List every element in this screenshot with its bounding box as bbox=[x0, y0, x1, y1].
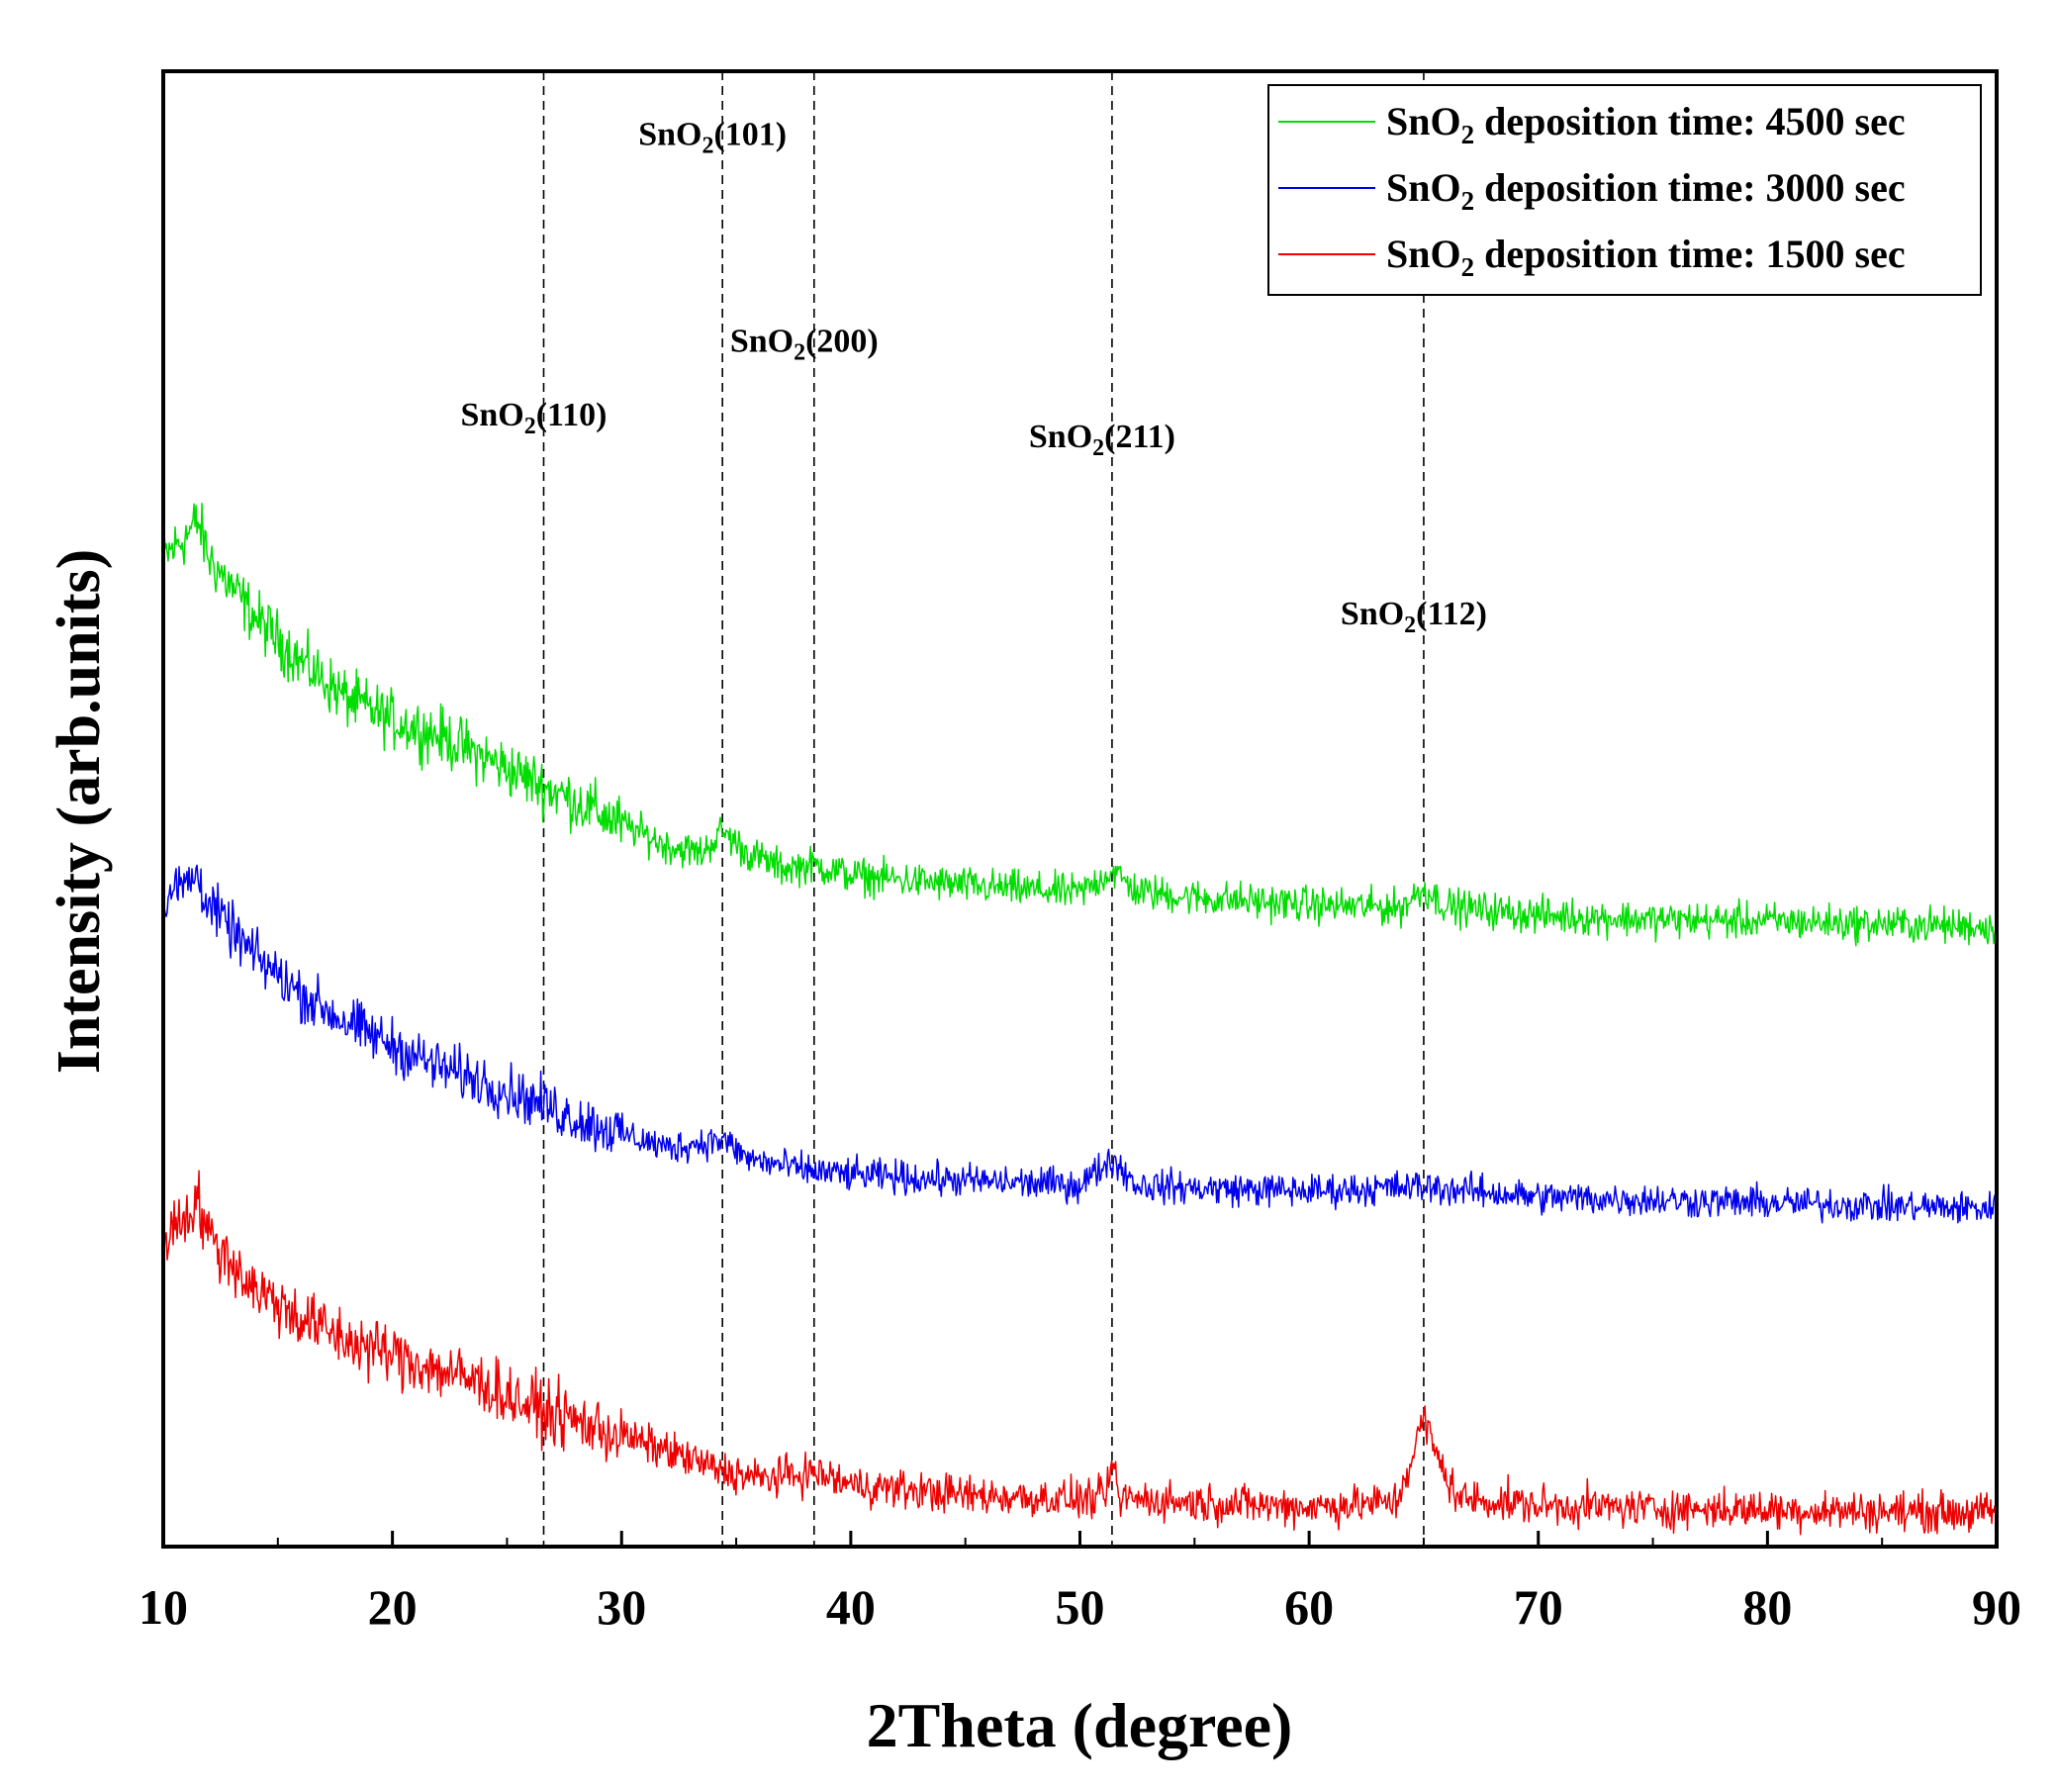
x-tick-label: 30 bbox=[597, 1579, 646, 1635]
legend-label: deposition time: 3000 sec bbox=[1474, 165, 1906, 210]
peak-label: SnO2(211) bbox=[1029, 419, 1175, 461]
legend-subscript: 2 bbox=[1461, 120, 1475, 149]
peak-plane: (200) bbox=[805, 323, 879, 359]
x-tick-label: 50 bbox=[1056, 1579, 1105, 1635]
peak-plane: (112) bbox=[1416, 596, 1487, 632]
peak-subscript: 2 bbox=[524, 414, 536, 439]
peak-compound: SnO bbox=[1029, 419, 1092, 455]
legend-label: deposition time: 4500 sec bbox=[1474, 99, 1906, 143]
legend-entry: SnO2 deposition time: 3000 sec bbox=[1386, 165, 1906, 216]
legend-entry: SnO2 deposition time: 4500 sec bbox=[1386, 99, 1906, 149]
x-tick-label: 20 bbox=[368, 1579, 418, 1635]
legend-entry: SnO2 deposition time: 1500 sec bbox=[1386, 232, 1906, 282]
x-tick-label: 70 bbox=[1514, 1579, 1563, 1635]
peak-label: SnO2(101) bbox=[638, 117, 787, 159]
peak-compound: SnO bbox=[460, 397, 523, 433]
series-line bbox=[162, 1170, 1998, 1536]
legend-compound: SnO bbox=[1386, 232, 1461, 276]
legend-compound: SnO bbox=[1386, 165, 1461, 210]
y-axis-title: Intensity (arb.units) bbox=[46, 549, 113, 1075]
legend-subscript: 2 bbox=[1461, 186, 1475, 216]
x-axis-title: 2Theta (degree) bbox=[867, 1690, 1293, 1760]
peak-label: SnO2(200) bbox=[730, 323, 879, 365]
series-line bbox=[162, 502, 1998, 947]
peak-plane: (110) bbox=[536, 397, 608, 433]
peak-label: SnO2(110) bbox=[460, 397, 607, 439]
peak-subscript: 2 bbox=[1404, 613, 1416, 638]
x-tick-label: 60 bbox=[1284, 1579, 1334, 1635]
peak-plane: (101) bbox=[713, 117, 787, 153]
series-line bbox=[162, 864, 1998, 1224]
legend-box bbox=[1267, 84, 1982, 296]
x-tick-label: 80 bbox=[1742, 1579, 1792, 1635]
peak-plane: (211) bbox=[1104, 419, 1175, 455]
peak-subscript: 2 bbox=[794, 339, 805, 365]
peak-compound: SnO bbox=[730, 323, 794, 359]
peak-compound: SnO bbox=[1341, 596, 1404, 632]
legend-subscript: 2 bbox=[1461, 252, 1475, 282]
peak-compound: SnO bbox=[638, 117, 701, 153]
x-tick-label: 10 bbox=[139, 1579, 188, 1635]
peak-subscript: 2 bbox=[1092, 435, 1104, 461]
peak-subscript: 2 bbox=[701, 134, 713, 159]
legend-compound: SnO bbox=[1386, 99, 1461, 143]
x-tick-label: 40 bbox=[826, 1579, 876, 1635]
peak-label: SnO2(112) bbox=[1341, 596, 1487, 638]
legend-label: deposition time: 1500 sec bbox=[1474, 232, 1906, 276]
x-tick-label: 90 bbox=[1972, 1579, 2021, 1635]
